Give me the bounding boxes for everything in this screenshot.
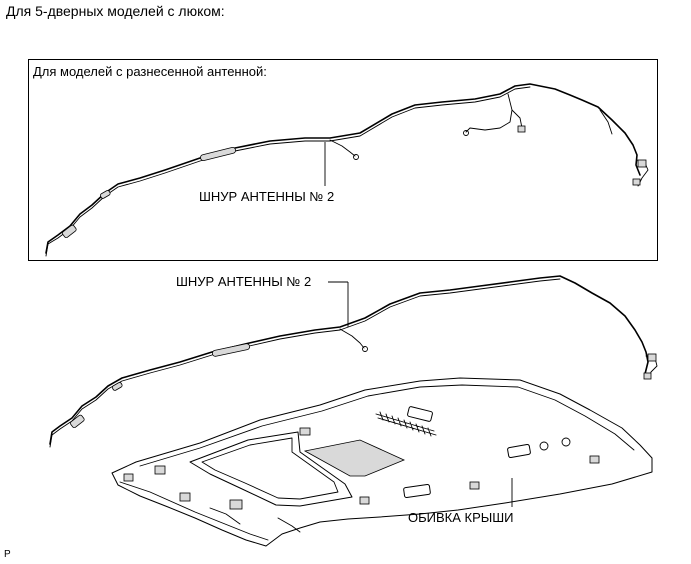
main-antenna-cord [49,275,658,448]
sunroof-opening [189,431,353,507]
roof-headlining [111,377,653,547]
inset-frame [28,59,658,261]
page-marker: P [4,549,11,560]
page-heading: Для 5-дверных моделей с люком: [6,3,225,19]
inset-title: Для моделей с разнесенной антенной: [33,64,267,79]
main-cord-label: ШНУР АНТЕННЫ № 2 [176,274,312,289]
roof-headlining-label: ОБИВКА КРЫШИ [408,510,514,525]
sunshade-panel [303,439,406,477]
inset-cord-label: ШНУР АНТЕННЫ № 2 [199,189,335,204]
inset-antenna-cord [45,83,649,257]
